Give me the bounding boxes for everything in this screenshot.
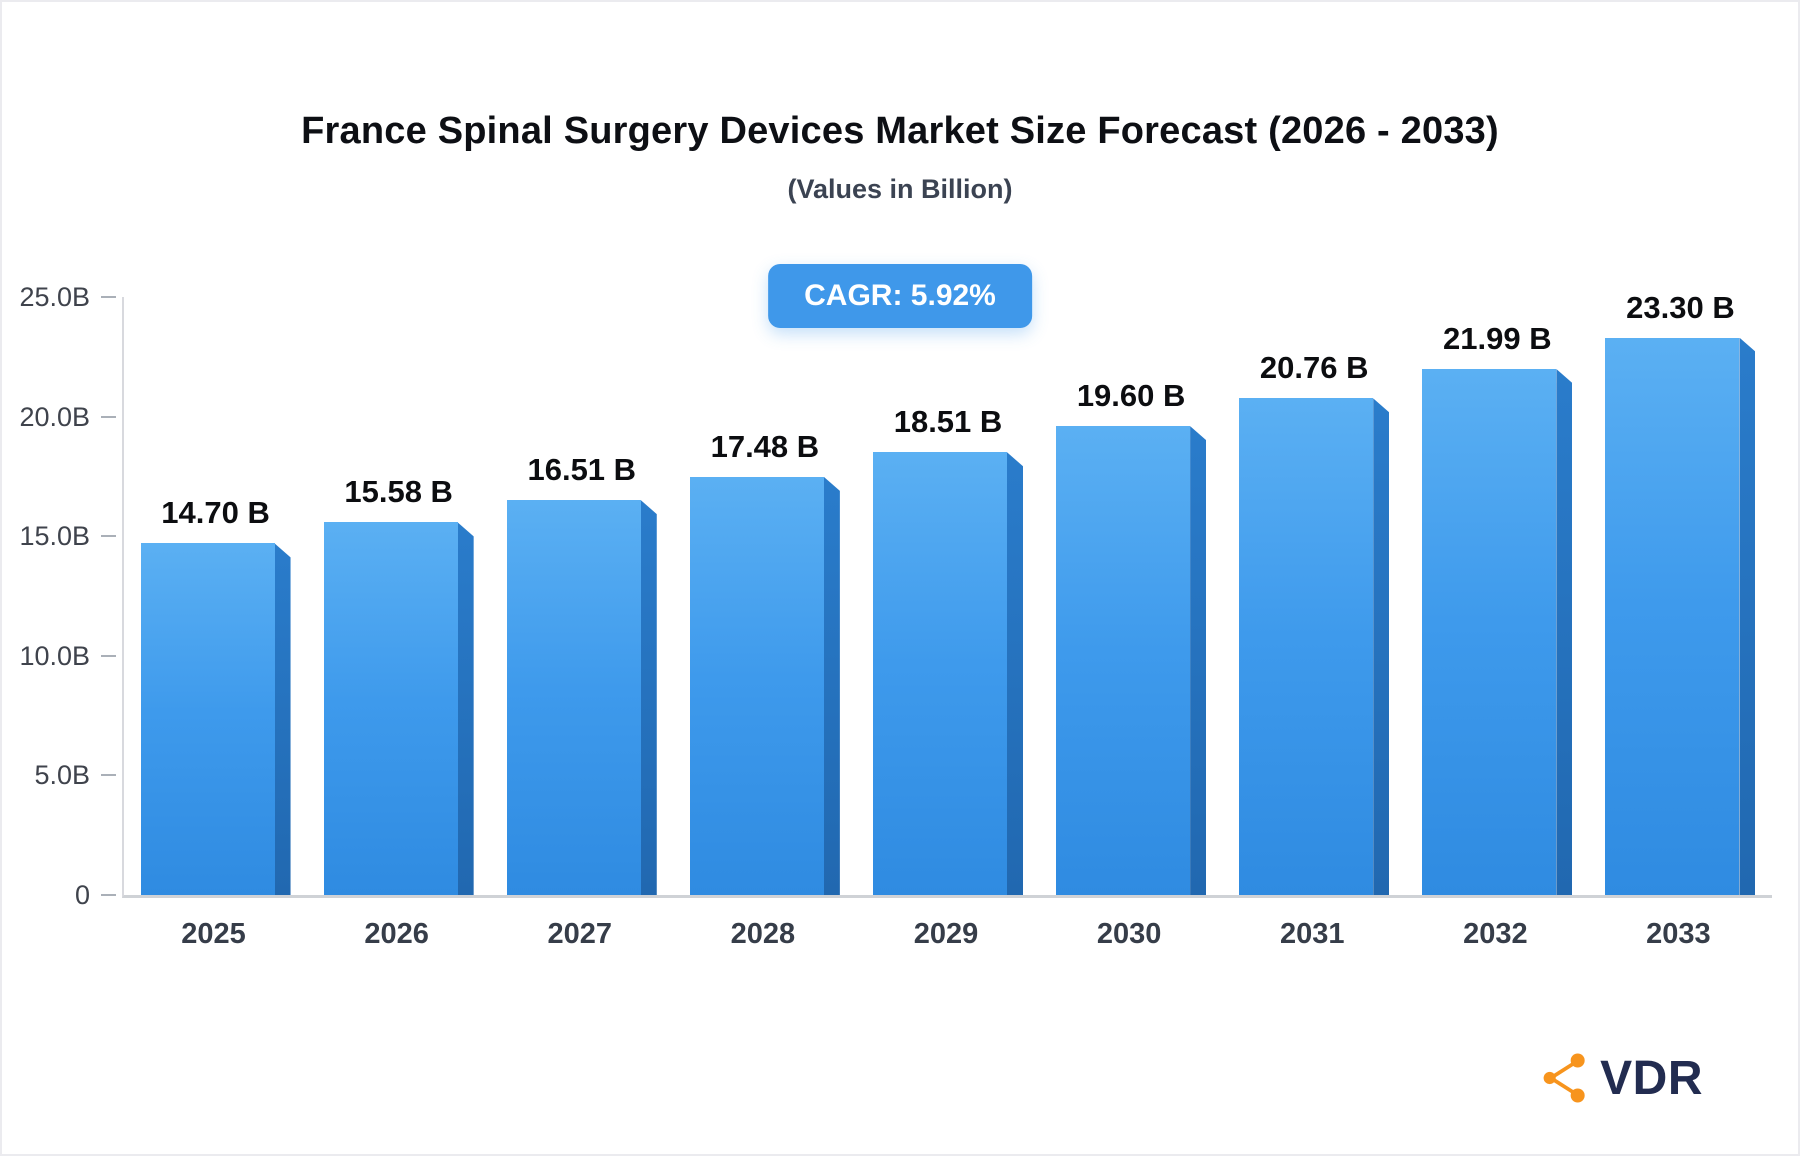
bar-side-shadow (1373, 398, 1390, 895)
bar-face (506, 500, 641, 895)
cagr-badge: CAGR: 5.92% (768, 264, 1032, 328)
x-tick-label: 2031 (1279, 918, 1345, 950)
y-tick-mark (101, 774, 116, 777)
x-tick-label: 2027 (547, 918, 613, 950)
bar-2030: 19.60 B (1056, 378, 1207, 895)
bar-side-shadow (1190, 426, 1207, 895)
bar-face (1605, 337, 1740, 895)
x-tick-label: 2032 (1463, 918, 1528, 950)
x-tick-label: 2025 (181, 918, 246, 950)
bar-value-label: 17.48 B (710, 428, 820, 464)
bar-side-shadow (1007, 452, 1023, 895)
plot-area: 14.70 B 15.58 B 16.51 B 17.48 B 18.51 B 19.60… (122, 290, 1772, 898)
y-tick-label: 0 (74, 880, 90, 910)
y-axis: 0 5.0B 10.0B 15.0B 20.0B 25.0B (2, 282, 122, 910)
bar-value-label: 20.76 B (1259, 350, 1369, 386)
y-tick-mark (101, 654, 116, 657)
bar-2027: 16.51 B (506, 452, 657, 895)
x-tick-label: 2029 (913, 918, 979, 950)
x-tick-label: 2028 (730, 918, 796, 950)
brand-logo-text: VDR (1600, 1051, 1703, 1105)
bar-face (873, 452, 1007, 895)
bar-value-label: 14.70 B (161, 495, 270, 531)
bar-2032: 21.99 B (1422, 321, 1573, 895)
y-tick-mark (101, 894, 116, 896)
bar-value-label: 19.60 B (1076, 378, 1186, 414)
bar-value-label: 16.51 B (527, 452, 637, 488)
bar-value-label: 15.58 B (344, 474, 453, 510)
bar-2025: 14.70 B (140, 495, 291, 895)
y-tick-label: 25.0B (19, 282, 90, 312)
bar-side-shadow (274, 543, 291, 895)
bar-face (140, 543, 275, 895)
page-title: France Spinal Surgery Devices Market Siz… (301, 110, 1499, 152)
bar-2026: 15.58 B (323, 474, 474, 895)
brand-logo: VDR (1538, 1050, 1703, 1106)
bar-2028: 17.48 B (689, 429, 840, 895)
x-tick-label: 2033 (1646, 918, 1711, 950)
x-axis-labels: 2025 2026 2027 2028 2029 2030 2031 2032 2033 (122, 918, 1772, 958)
y-tick-label: 15.0B (19, 521, 90, 552)
bar-2029: 18.51 B (873, 404, 1023, 895)
bar-2031: 20.76 B (1239, 350, 1390, 895)
bar-side-shadow (823, 476, 840, 895)
page-subtitle: (Values in Billion) (787, 174, 1013, 204)
bar-value-label: 18.51 B (893, 404, 1003, 440)
y-tick-label: 5.0B (34, 760, 90, 791)
bar-value-label: 23.30 B (1626, 289, 1735, 325)
network-nodes-icon (1543, 1053, 1585, 1103)
bar-face (323, 522, 458, 895)
y-tick-label: 10.0B (19, 640, 90, 671)
bar-side-shadow (1556, 369, 1573, 895)
bar-2033: 23.30 B (1605, 290, 1756, 895)
bar-side-shadow (640, 500, 657, 895)
x-tick-label: 2030 (1096, 918, 1162, 950)
y-tick-mark (101, 296, 116, 298)
bar-side-shadow (457, 522, 474, 895)
y-tick-mark (101, 535, 116, 538)
bar-face (1422, 369, 1557, 895)
y-tick-mark (101, 415, 116, 418)
x-tick-label: 2026 (364, 918, 429, 950)
bar-face (1239, 398, 1374, 895)
bar-side-shadow (1739, 337, 1756, 895)
y-tick-label: 20.0B (19, 401, 90, 432)
bar-value-label: 21.99 B (1443, 321, 1552, 356)
bar-face (689, 476, 824, 895)
bar-face (1056, 426, 1191, 895)
